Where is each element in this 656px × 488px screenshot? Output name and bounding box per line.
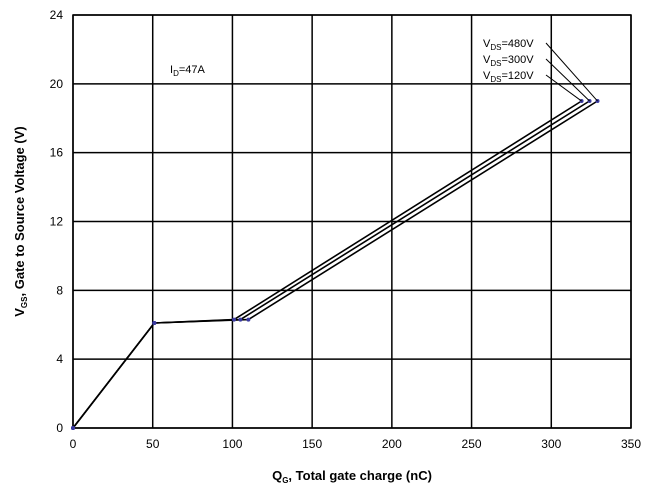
x-tick-label-300: 300 [541, 437, 561, 451]
series-line-0 [72, 100, 598, 429]
x-tick-labels: 0 50 100 150 200 250 300 350 [70, 437, 642, 451]
x-tick-label-50: 50 [146, 437, 160, 451]
series-line-2 [72, 100, 583, 429]
y-tick-label-16: 16 [50, 146, 64, 160]
legend-leader-0 [545, 42, 598, 102]
series-label-300v: VDS=300V [483, 54, 534, 68]
legend-leader-2 [545, 74, 582, 102]
y-axis-title: VGS, Gate to Source Voltage (V) [12, 126, 29, 316]
x-tick-label-350: 350 [621, 437, 641, 451]
series-label-480v: VDS=480V [483, 38, 534, 52]
x-tick-label-250: 250 [462, 437, 482, 451]
series-labels: VDS=480V VDS=300V VDS=120V [483, 38, 534, 84]
series-1-point-2 [238, 317, 243, 322]
plot-frame [72, 14, 632, 429]
x-axis-title: QG, Total gate charge (nC) [272, 468, 432, 485]
series-lines [72, 100, 598, 429]
x-tick-label-100: 100 [222, 437, 242, 451]
series-markers [71, 99, 600, 430]
y-tick-labels: 0 4 8 12 16 20 24 [50, 8, 64, 435]
legend-leader-lines [545, 42, 598, 102]
series-2-point-0 [71, 426, 75, 430]
series-0-point-2 [246, 317, 251, 322]
drain-current-annotation: ID=47A [170, 64, 206, 78]
y-tick-label-8: 8 [56, 283, 63, 297]
x-tick-label-200: 200 [382, 437, 402, 451]
grid-lines [72, 14, 632, 429]
series-2-point-1 [152, 321, 157, 326]
legend-leader-1 [545, 58, 590, 102]
series-2-point-2 [232, 317, 237, 322]
y-tick-label-20: 20 [50, 77, 64, 91]
x-tick-label-150: 150 [302, 437, 322, 451]
x-tick-label-0: 0 [70, 437, 77, 451]
y-tick-label-4: 4 [56, 352, 63, 366]
series-label-120v: VDS=120V [483, 70, 534, 84]
y-tick-label-24: 24 [50, 8, 64, 22]
y-tick-label-12: 12 [50, 215, 64, 229]
y-tick-label-0: 0 [56, 421, 63, 435]
series-line-1 [72, 100, 590, 429]
